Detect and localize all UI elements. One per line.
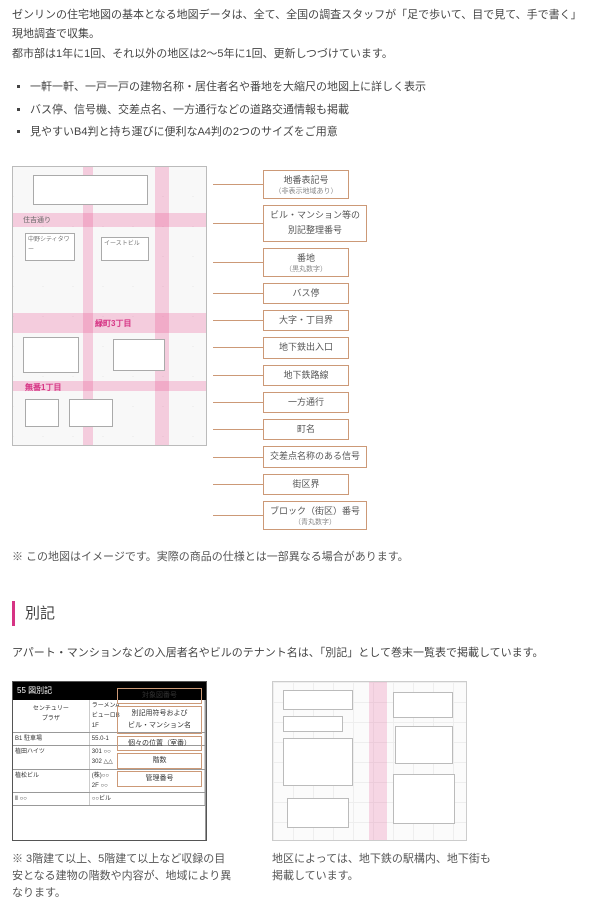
legend-sub: （黒丸数字） (270, 266, 342, 274)
legend-label: 地下鉄出入口 (263, 337, 349, 358)
legend-label: 大字・丁目界 (263, 310, 349, 331)
legend-item: バス停 (213, 283, 589, 304)
legend-label: ブロック（街区）番号 (270, 506, 360, 516)
legend-item: 一方通行 (213, 392, 589, 413)
bekki-underground-image (272, 681, 467, 841)
bekki-left-col: 55 図別記 センチュリー プラザラーメンAビューロB1F B1 駐車場55.0… (12, 681, 232, 902)
bekki-legend-box: 個々の位置（室番） (117, 736, 202, 752)
legend-item: 大字・丁目界 (213, 310, 589, 331)
sample-map-image: 中野シティタワー イーストビル 緑町3丁目 無番1丁目 住吉通り (12, 166, 207, 446)
map-legend-list: 地番表記号 （非表示地域あり） ビル・マンション等の 別記整理番号 番地 （黒丸数字… (213, 166, 589, 536)
legend-label: 一方通行 (263, 392, 349, 413)
bekki-bldg-name: 植松ビル (13, 770, 90, 792)
map-street-label: 住吉通り (23, 215, 51, 227)
legend-item: ビル・マンション等の 別記整理番号 (213, 205, 589, 242)
bekki-row: 55 図別記 センチュリー プラザラーメンAビューロB1F B1 駐車場55.0… (12, 681, 589, 902)
legend-sub: （非表示地域あり） (270, 188, 342, 196)
legend-item: ブロック（街区）番号 （青丸数字） (213, 501, 589, 530)
section-heading-bekki: 別記 (12, 601, 589, 627)
bekki-legend-box: 管理番号 (117, 771, 202, 787)
legend-item: 地番表記号 （非表示地域あり） (213, 170, 589, 199)
legend-label: 地下鉄路線 (263, 365, 349, 386)
map-bldg-label: 中野シティタワー (25, 233, 75, 261)
legend-item: 街区界 (213, 474, 589, 495)
map-legend-block: 中野シティタワー イーストビル 緑町3丁目 無番1丁目 住吉通り 地番表記号 （非… (12, 166, 589, 567)
bekki-caption-left: ※ 3階建て以上、5階建て以上など収録の目安となる建物の階数や内容が、地域により… (12, 851, 232, 902)
bekki-listing-image: 55 図別記 センチュリー プラザラーメンAビューロB1F B1 駐車場55.0… (12, 681, 207, 841)
map-area-label: 無番1丁目 (25, 381, 61, 395)
feature-item: バス停、信号機、交差点名、一方通行などの道路交通情報も掲載 (30, 101, 589, 120)
legend-label: バス停 (263, 283, 349, 304)
bekki-intro: アパート・マンションなどの入居者名やビルのテナント名は、「別記」として巻末一覧表… (12, 644, 589, 663)
intro-line-1: ゼンリンの住宅地図の基本となる地図データは、全て、全国の調査スタッフが「足で歩い… (12, 6, 589, 43)
feature-item: 見やすいB4判と持ち運びに便利なA4判の2つのサイズをご用意 (30, 123, 589, 142)
bekki-legend-box: 階数 (117, 753, 202, 769)
legend-item: 番地 （黒丸数字） (213, 248, 589, 277)
map-area-label: 緑町3丁目 (95, 317, 131, 331)
legend-item: 交差点名称のある信号 (213, 446, 589, 467)
legend-item: 町名 (213, 419, 589, 440)
legend-label: ビル・マンション等の 別記整理番号 (270, 210, 360, 235)
bekki-legend-box: 別記用符号および ビル・マンション名 (117, 706, 202, 734)
feature-item: 一軒一軒、一戸一戸の建物名称・居住者名や番地を大縮尺の地図上に詳しく表示 (30, 78, 589, 97)
intro-line-2: 都市部は1年に1回、それ以外の地区は2～5年に1回、更新しつづけています。 (12, 45, 589, 64)
intro-block: ゼンリンの住宅地図の基本となる地図データは、全て、全国の調査スタッフが「足で歩い… (12, 6, 589, 64)
legend-item: 地下鉄出入口 (213, 337, 589, 358)
bekki-right-col: 地区によっては、地下鉄の駅構内、地下街も掲載しています。 (272, 681, 492, 885)
feature-list: 一軒一軒、一戸一戸の建物名称・居住者名や番地を大縮尺の地図上に詳しく表示 バス停… (30, 78, 589, 142)
map-caption: ※ この地図はイメージです。実際の商品の仕様とは一部異なる場合があります。 (12, 548, 589, 567)
bekki-bldg-name: 植田ハイツ (13, 746, 90, 768)
legend-label: 町名 (263, 419, 349, 440)
legend-sub: （青丸数字） (270, 519, 360, 527)
bekki-legend-boxes: 対象図番号 別記用符号および ビル・マンション名 個々の位置（室番） 階数 管理… (117, 686, 202, 789)
legend-label: 交差点名称のある信号 (263, 446, 367, 467)
legend-label: 地番表記号 (283, 175, 328, 185)
bekki-legend-box: 対象図番号 (117, 688, 202, 704)
map-bldg-label: イーストビル (101, 237, 149, 261)
bekki-bldg-name: センチュリー プラザ (13, 700, 90, 733)
legend-label: 番地 (297, 253, 315, 263)
bekki-caption-right: 地区によっては、地下鉄の駅構内、地下街も掲載しています。 (272, 851, 492, 885)
legend-label: 街区界 (263, 474, 349, 495)
legend-item: 地下鉄路線 (213, 365, 589, 386)
